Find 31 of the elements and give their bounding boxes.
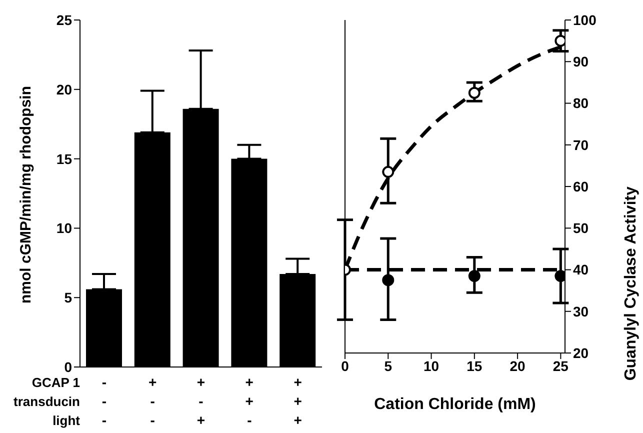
y2-axis-title: Guanylyl Cyclase Activity [622, 186, 640, 381]
x-tick-label: + - - [148, 374, 157, 428]
x-tick-label: + - + [196, 374, 206, 428]
x-tick-label: 15 [466, 358, 482, 374]
x-tick-label: 25 [552, 358, 569, 374]
x-tick-label: 20 [510, 358, 526, 374]
y2-tick-label: 40 [573, 262, 589, 278]
text: transducin [14, 394, 80, 410]
y2-tick-label: 70 [573, 136, 589, 153]
y-tick-label: 10 [56, 220, 72, 236]
y-tick-label: 20 [56, 81, 72, 98]
y-tick-label: 25 [56, 12, 72, 28]
y2-tick-label: 60 [573, 178, 589, 194]
y2-tick-label: 100 [573, 12, 597, 28]
y2-tick-label: 20 [573, 344, 589, 361]
x-tick-label: + + + [294, 374, 302, 428]
y2-tick-label: 30 [573, 303, 589, 320]
x-tick-label: + + - [245, 374, 254, 428]
x-tick-label: 5 [384, 358, 392, 374]
x-axis-title: Cation Chloride (mM) [374, 396, 536, 413]
y2-tick-label: 90 [573, 54, 589, 70]
x-tick-label: 0 [341, 358, 350, 374]
x-tick-label: 10 [423, 358, 440, 374]
text: light [52, 413, 80, 429]
x-tick-label: - - - [102, 374, 107, 428]
y-axis-title: nmol cGMP/min/mg rhodopsin [17, 86, 34, 304]
y2-tick-label: 80 [573, 95, 589, 112]
y-tick-label: 5 [64, 290, 72, 306]
y-tick-label: 15 [56, 150, 72, 167]
y2-tick-label: 50 [573, 220, 589, 236]
text: GCAP 1 [32, 375, 80, 391]
